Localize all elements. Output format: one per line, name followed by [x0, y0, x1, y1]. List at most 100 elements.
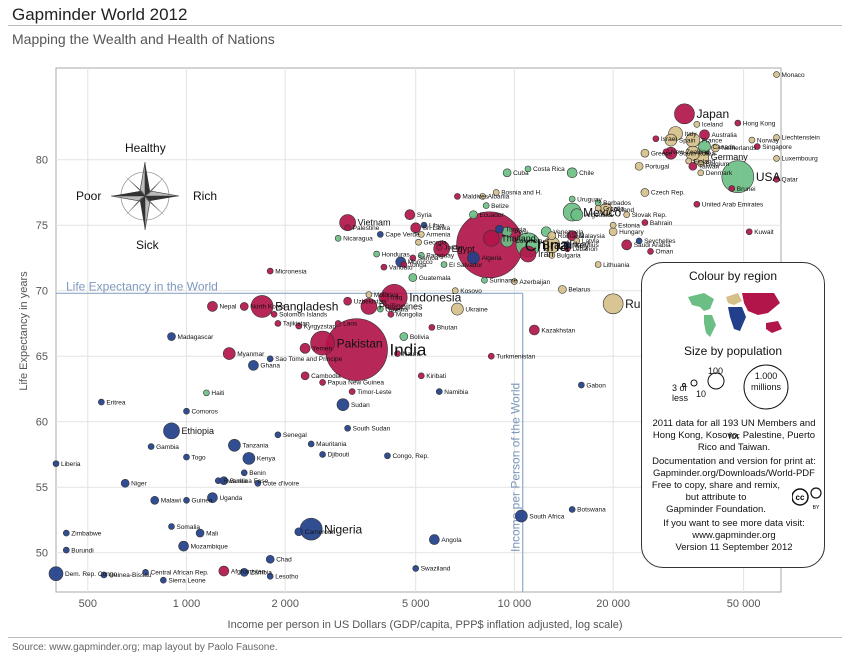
country-label: Czech Rep.: [651, 190, 685, 197]
bubble-ghana: [248, 360, 259, 371]
bubble-cameroon: [294, 527, 304, 537]
bubble-estonia: [609, 221, 617, 229]
bubble-romania: [547, 231, 557, 240]
country-label: Latvia: [582, 238, 600, 245]
country-label: France: [702, 137, 723, 144]
country-label: Afghanistan: [231, 568, 266, 575]
country-label: Luxembourg: [782, 156, 819, 163]
country-label: Kiribati: [426, 373, 446, 380]
legend-note-7: but attribute to: [685, 492, 747, 503]
bubble-greece: [640, 148, 650, 158]
country-label: Taiwan: [699, 164, 720, 171]
country-label: Honduras: [382, 251, 411, 258]
country-label: Nauru: [403, 351, 421, 358]
size-legend-1000: [743, 364, 789, 410]
country-label: Yemen: [312, 346, 332, 353]
bubble-hong-kong: [734, 119, 742, 127]
country-label: Bahrain: [650, 220, 673, 227]
country-label: Tanzania: [242, 443, 268, 450]
country-label: Syria: [417, 212, 432, 219]
chart-subtitle: Mapping the Wealth and Health of Nations: [12, 31, 275, 47]
country-label: Maldives: [462, 194, 488, 201]
country-label: Denmark: [706, 170, 733, 177]
bubble-bahrain: [641, 219, 649, 226]
size-label-100: 100: [708, 366, 724, 376]
legend-note-5: Gapminder.org/Downloads/World-PDF: [653, 468, 815, 479]
country-label: United Arab Emirates: [702, 202, 764, 209]
country-label: Kyrgyzstan: [304, 323, 337, 330]
bubble-zimbabwe: [62, 529, 70, 537]
country-label: Italy: [685, 131, 698, 138]
country-label: Senegal: [283, 432, 307, 439]
country-label: Bangladesh: [275, 300, 338, 314]
bubble-bangladesh: [250, 295, 274, 318]
country-label: Indonesia: [409, 290, 461, 304]
country-label: Paraguay: [426, 253, 455, 260]
bubble-uruguay: [568, 195, 576, 203]
country-label: North Korea: [250, 304, 285, 311]
country-label: Laos: [343, 321, 358, 328]
bubble-nicaragua: [334, 235, 342, 242]
bubble-mauritania: [307, 440, 315, 448]
country-label: Uruguay: [577, 196, 602, 203]
bubble-somalia: [168, 523, 175, 530]
compass-east-label: Rich: [193, 189, 217, 203]
country-label: Estonia: [618, 222, 640, 229]
bubble-qatar: [773, 176, 780, 183]
country-labels: China India USA Indonesia Brazil Pakistan Nige…: [61, 72, 820, 585]
legend-note-3: Rico and Taiwan.: [697, 442, 771, 453]
legend-note-1: 2011 data for all 193 UN Members and for: [652, 418, 816, 442]
country-label: Chad: [276, 557, 292, 564]
country-label: Australia: [712, 132, 738, 139]
cc-license-badge: cc BY: [792, 487, 822, 511]
bubble-guinea-bissau: [100, 571, 108, 579]
bubble-mali: [195, 528, 205, 538]
x-tick-label: 500: [79, 598, 97, 610]
country-label: Rwanda: [223, 478, 247, 485]
bubble-belarus: [558, 285, 567, 294]
size-legend-100: [707, 372, 725, 390]
bubble-costa-rica: [524, 165, 532, 173]
country-label: Finland: [694, 158, 716, 165]
bubble-australia: [699, 129, 710, 141]
grid-lines: [56, 68, 781, 592]
country-label: Niger: [131, 481, 147, 488]
bubble-guinea: [183, 496, 190, 504]
country-label: Jordan: [444, 245, 464, 252]
bubble-pakistan: [310, 330, 335, 356]
country-label: Armenia: [426, 232, 451, 239]
chart-title: Gapminder World 2012: [12, 5, 188, 24]
country-label: Norway: [757, 137, 780, 144]
country-label: Ecuador: [479, 212, 504, 219]
bubble-nauru: [394, 350, 401, 357]
country-label: Cambodia: [311, 373, 341, 380]
country-label: Mauritania: [316, 441, 347, 448]
x-tick-label: 2 000: [271, 598, 299, 610]
country-label: Mozambique: [191, 543, 229, 550]
bubble-kiribati: [417, 372, 425, 380]
bubble-tajikistan: [274, 320, 282, 327]
bubble-jordan: [435, 244, 443, 251]
compass-south-label: Sick: [136, 238, 160, 252]
bubble-tanzania: [228, 438, 241, 452]
country-label: Barbados: [603, 200, 632, 207]
country-label: Samoa: [418, 255, 439, 262]
country-label: Hong Kong: [743, 120, 776, 127]
bubble-kosovo: [451, 287, 459, 295]
bubble-chile: [566, 167, 578, 179]
country-label: Belarus: [568, 287, 591, 294]
reference-lines: Life Expectancy in the World Income per P…: [56, 279, 524, 592]
size-legend-3: [682, 383, 686, 387]
bubble-guyana: [377, 305, 384, 313]
bubble-afghanistan: [218, 565, 230, 577]
country-label: Bhutan: [437, 325, 458, 332]
bubble-spain: [664, 133, 678, 147]
bubble-sierra-leone: [160, 576, 167, 584]
bubble-iran: [519, 245, 537, 263]
bubble-thailand: [482, 230, 500, 247]
country-label: Tunisia: [505, 226, 526, 233]
bubble-central-african-rep-: [142, 569, 149, 576]
country-label: Libya: [429, 222, 445, 229]
bubble-saudi-arabia: [621, 239, 633, 251]
country-label: Eritrea: [106, 399, 126, 406]
